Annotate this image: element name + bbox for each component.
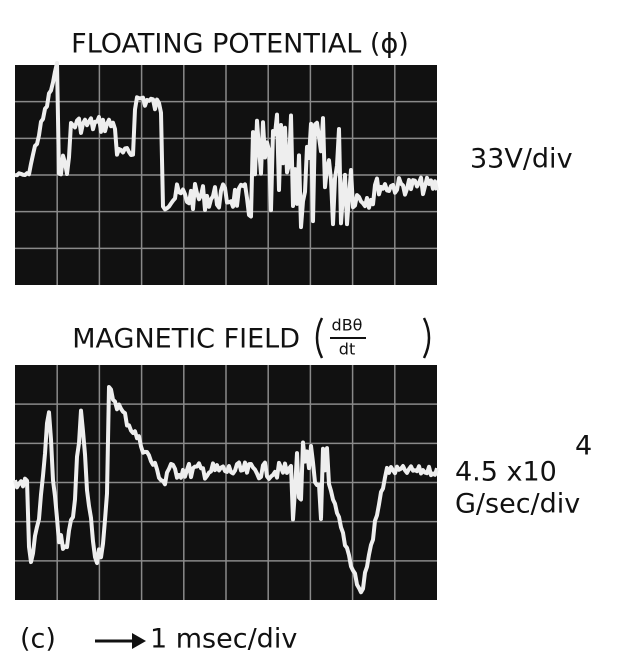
scope-grid	[14, 60, 439, 285]
scale-unit: G/sec/div	[455, 489, 580, 520]
trace	[14, 60, 439, 230]
trace	[13, 385, 439, 595]
scale-label: 33V/div	[470, 144, 573, 175]
fraction-numerator: dBθ	[332, 316, 363, 335]
timebase: 1 msec/div	[150, 624, 297, 655]
panel-title: FLOATING POTENTIAL (ϕ)	[71, 29, 409, 60]
panel-title: MAGNETIC FIELD	[72, 324, 300, 355]
scale-label: 4.5 x10	[455, 457, 557, 488]
scale-exponent: 4	[575, 431, 592, 462]
paren	[422, 317, 431, 359]
panel-label: (c)	[20, 624, 56, 655]
fraction-denominator: dt	[339, 340, 355, 359]
scope-grid	[13, 365, 439, 600]
arrow-head	[132, 633, 146, 649]
paren	[315, 317, 324, 359]
